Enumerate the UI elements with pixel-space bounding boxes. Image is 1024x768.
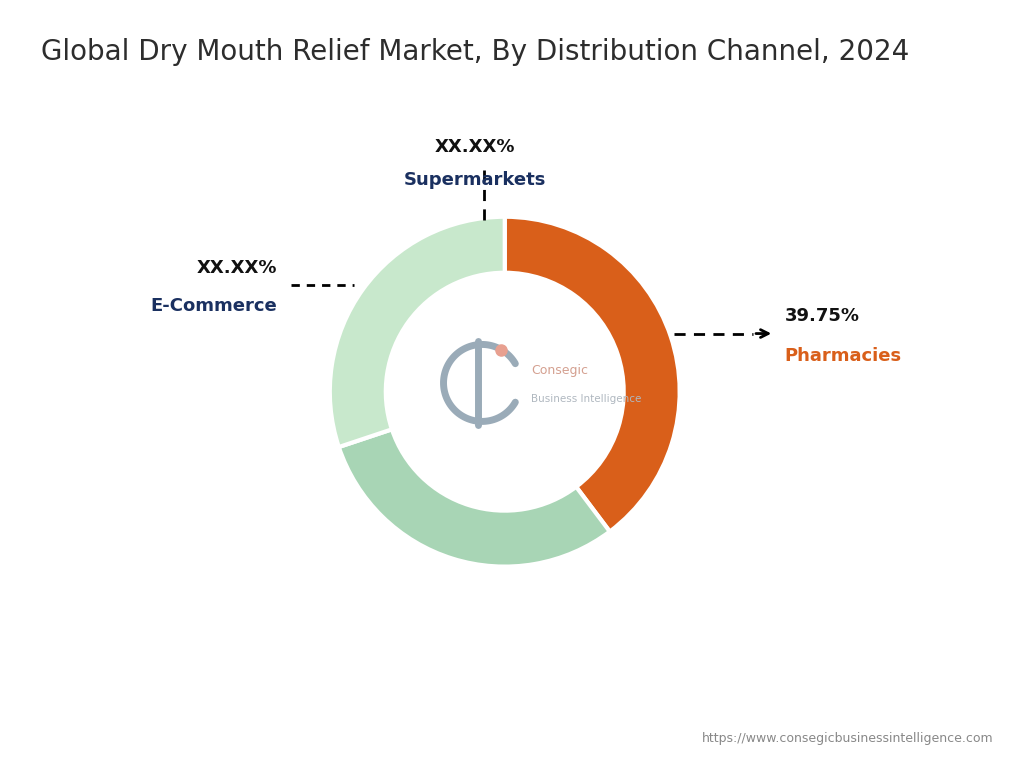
Circle shape xyxy=(386,273,624,511)
Text: E-Commerce: E-Commerce xyxy=(151,297,278,316)
Text: https://www.consegicbusinessintelligence.com: https://www.consegicbusinessintelligence… xyxy=(701,732,993,745)
Wedge shape xyxy=(339,429,609,567)
Text: XX.XX%: XX.XX% xyxy=(435,137,515,156)
Text: 39.75%: 39.75% xyxy=(784,307,859,325)
Text: Supermarkets: Supermarkets xyxy=(403,171,546,189)
Text: Pharmacies: Pharmacies xyxy=(784,347,902,366)
Text: XX.XX%: XX.XX% xyxy=(197,259,278,276)
Text: Consegic: Consegic xyxy=(531,364,588,377)
Wedge shape xyxy=(330,217,505,447)
Text: Global Dry Mouth Relief Market, By Distribution Channel, 2024: Global Dry Mouth Relief Market, By Distr… xyxy=(41,38,909,66)
Text: Business Intelligence: Business Intelligence xyxy=(531,394,641,404)
Wedge shape xyxy=(505,217,680,531)
